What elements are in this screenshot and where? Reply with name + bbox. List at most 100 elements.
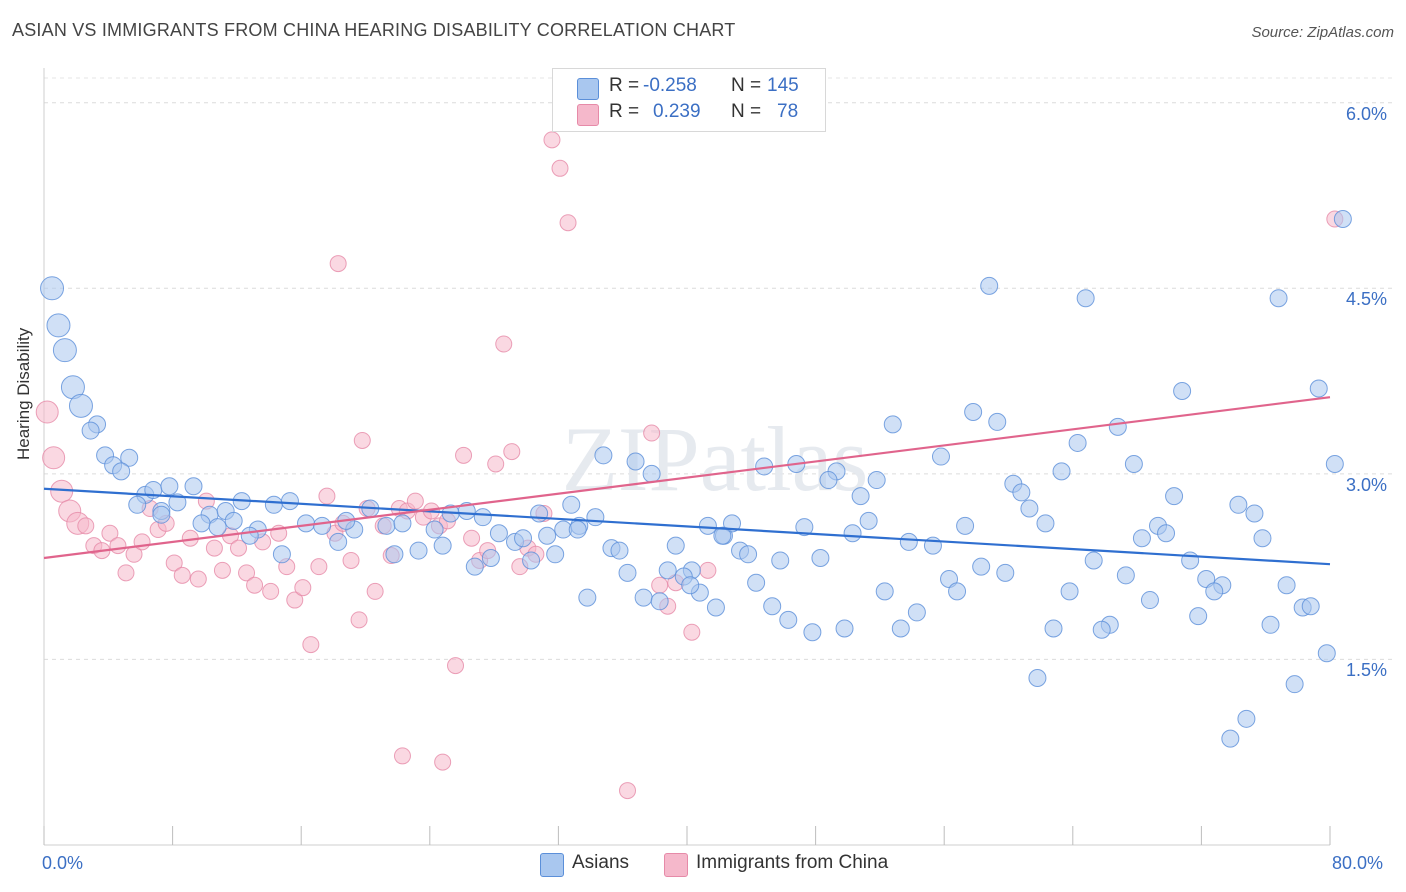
data-point — [1317, 644, 1336, 663]
data-point — [1277, 576, 1296, 595]
data-point — [329, 532, 348, 551]
data-point — [272, 545, 291, 564]
data-point — [1261, 615, 1280, 634]
data-point — [152, 505, 171, 524]
trend-line-asians — [43, 487, 1331, 566]
data-point — [1269, 289, 1288, 308]
data-point — [262, 582, 280, 600]
data-point — [1237, 709, 1256, 728]
data-point — [160, 477, 179, 496]
data-point — [1229, 495, 1248, 514]
data-point — [286, 591, 304, 609]
data-point — [1140, 591, 1159, 610]
data-point — [907, 603, 926, 622]
data-point — [996, 563, 1015, 582]
data-point — [681, 576, 700, 595]
data-point — [246, 576, 264, 594]
data-point — [538, 526, 557, 545]
legend-swatch-china — [664, 853, 688, 877]
data-point — [297, 514, 316, 533]
data-point — [551, 159, 569, 177]
data-point — [1285, 675, 1304, 694]
data-point — [851, 487, 870, 506]
data-point — [1301, 597, 1320, 616]
data-point — [393, 514, 412, 533]
data-point — [487, 455, 505, 473]
data-point — [956, 516, 975, 535]
data-point — [763, 597, 782, 616]
data-point — [68, 393, 93, 418]
legend-r-value: -0.258 — [643, 75, 697, 96]
data-point — [867, 471, 886, 490]
legend-n-label: N = — [731, 101, 762, 122]
data-point — [514, 529, 533, 548]
data-point — [568, 520, 587, 539]
data-point — [120, 448, 139, 467]
data-point — [859, 511, 878, 530]
data-point — [1044, 619, 1063, 638]
trend-line-china — [43, 396, 1331, 560]
data-point — [964, 403, 983, 422]
legend-n-label: N = — [731, 75, 762, 96]
data-point — [795, 518, 814, 537]
data-point — [1108, 417, 1127, 436]
data-point — [594, 446, 613, 465]
data-point — [434, 753, 452, 771]
data-point — [980, 276, 999, 295]
data-point — [522, 551, 541, 570]
data-point — [1189, 607, 1208, 626]
chart-title: ASIAN VS IMMIGRANTS FROM CHINA HEARING D… — [12, 20, 736, 40]
data-point — [489, 524, 508, 543]
legend-r-label: R = — [609, 101, 640, 122]
source-label: Source: ZipAtlas.com — [1251, 24, 1394, 41]
data-point — [481, 548, 500, 567]
data-point — [495, 335, 513, 353]
data-point — [713, 526, 732, 545]
data-point — [310, 558, 328, 576]
data-point — [393, 747, 411, 765]
data-point — [618, 563, 637, 582]
data-point — [723, 514, 742, 533]
data-point — [1068, 433, 1087, 452]
legend-label-asians: Asians — [572, 852, 630, 873]
data-point — [1205, 582, 1224, 601]
data-point — [619, 782, 637, 800]
data-point — [1124, 454, 1143, 473]
data-point — [562, 495, 581, 514]
data-point — [366, 582, 384, 600]
data-point — [1309, 379, 1328, 398]
data-point — [192, 514, 211, 533]
data-point — [189, 570, 207, 588]
data-point — [1173, 381, 1192, 400]
data-point — [1028, 668, 1047, 687]
data-point — [643, 424, 661, 442]
data-point — [1036, 514, 1055, 533]
data-point — [184, 477, 203, 496]
data-point — [168, 493, 187, 512]
data-point — [42, 446, 66, 470]
data-point — [1012, 483, 1031, 502]
data-point — [302, 636, 320, 654]
data-point — [972, 557, 991, 576]
legend-r-value: 0.239 — [653, 101, 701, 122]
data-point — [819, 471, 838, 490]
data-point — [530, 504, 549, 523]
data-point — [1245, 504, 1264, 523]
asian-points — [40, 210, 1352, 748]
data-point — [455, 446, 473, 464]
data-point — [1157, 524, 1176, 543]
data-point — [1165, 487, 1184, 506]
data-point — [1116, 566, 1135, 585]
legend-label-china: Immigrants from China — [696, 852, 889, 873]
data-point — [342, 551, 360, 569]
legend-swatch-asians — [577, 78, 599, 100]
data-point — [642, 464, 661, 483]
data-point — [1333, 210, 1352, 229]
data-point — [1052, 462, 1071, 481]
data-point — [1325, 454, 1344, 473]
data-point — [988, 412, 1007, 431]
data-point — [1221, 729, 1240, 748]
data-point — [81, 421, 100, 440]
data-point — [666, 536, 685, 555]
data-point — [40, 276, 65, 301]
